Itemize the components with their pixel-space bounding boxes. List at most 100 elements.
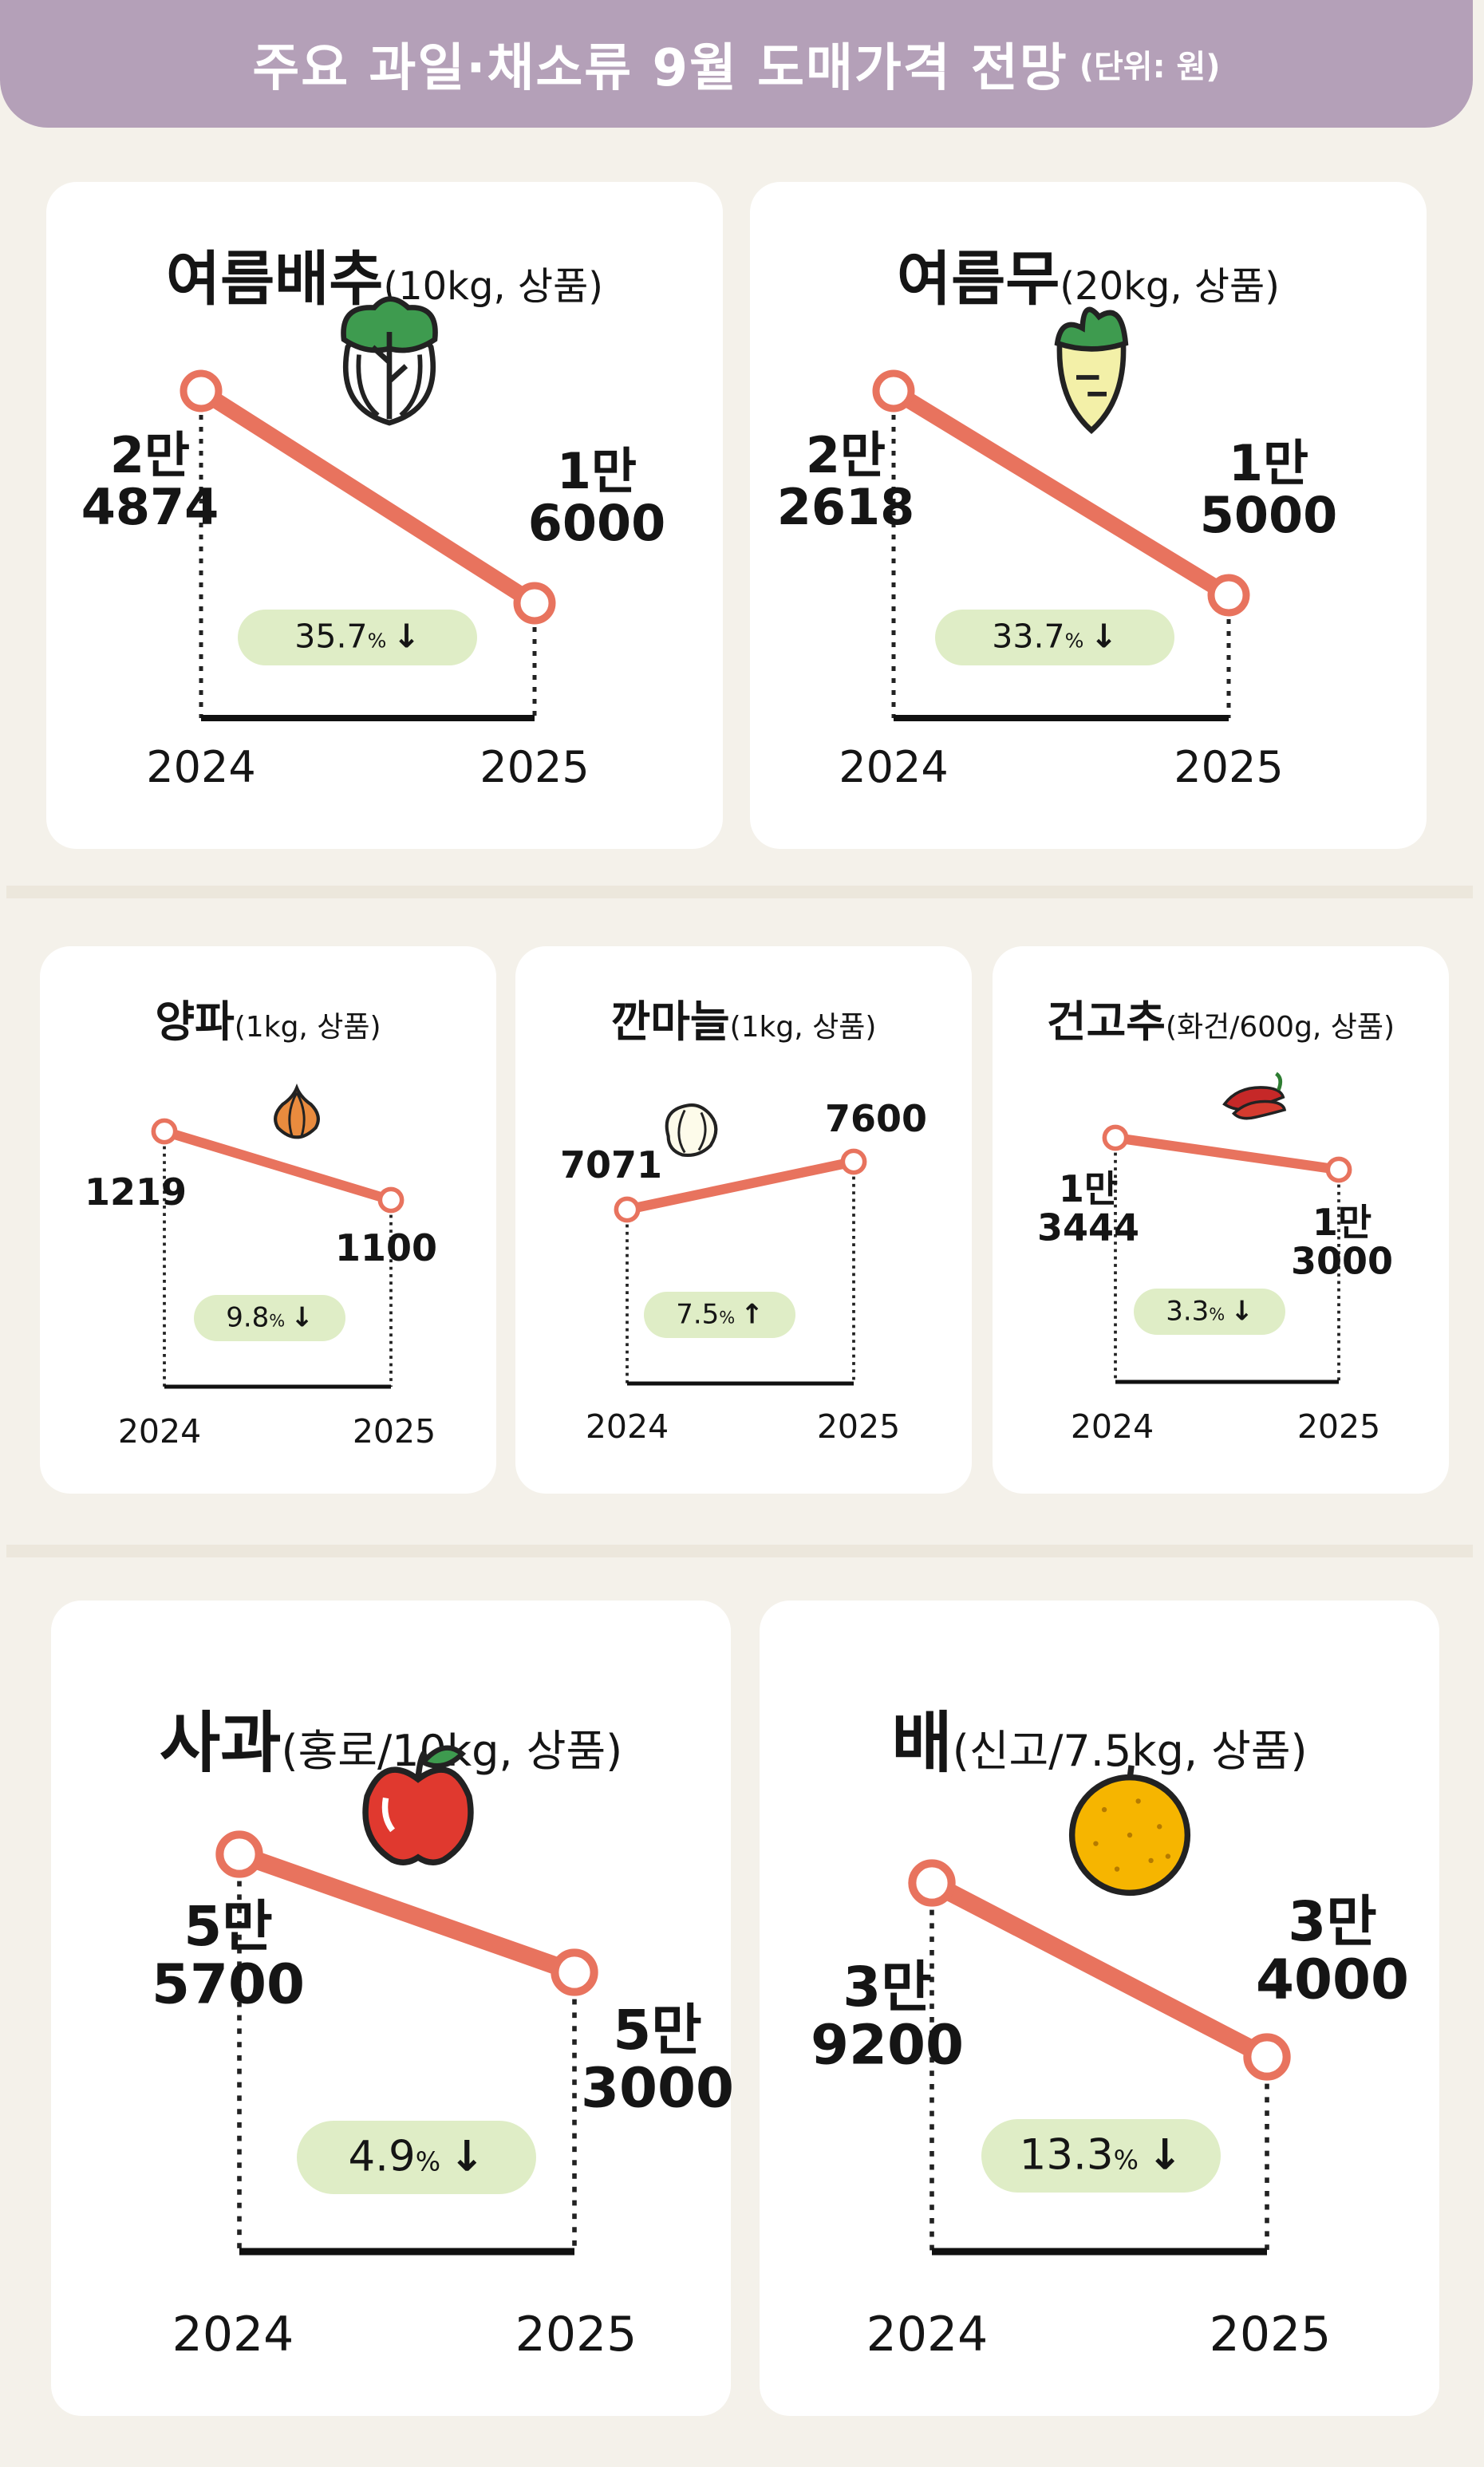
series-line: [159, 1126, 397, 1206]
change-text: 7.5% ↑: [676, 1298, 764, 1330]
series-line: [622, 1156, 859, 1215]
change-badge: [644, 1292, 795, 1338]
x-tick-label: 2024: [1071, 1407, 1154, 1446]
change-text: 13.3% ↓: [1020, 2131, 1183, 2180]
data-point-2024: [215, 1830, 263, 1878]
data-point-2024: [180, 369, 223, 412]
chart-title-name: 여름무: [897, 245, 1060, 314]
value-label-2025: 7600: [825, 1097, 927, 1140]
value-label-2025: 1만 5000: [1200, 434, 1338, 544]
chart-title-spec: (10kg, 상품): [383, 264, 603, 309]
series-line: [922, 1873, 1277, 2066]
x-tick-label: 2024: [118, 1412, 201, 1451]
chart-title-name: 건고추: [1046, 997, 1166, 1048]
change-badge: [981, 2119, 1221, 2193]
unit-label: (단위: 원): [1079, 49, 1221, 85]
x-tick-label: 2024: [146, 742, 255, 792]
x-tick-label: 2025: [1297, 1407, 1380, 1446]
chart-title: 여름무(20kg, 상품): [750, 231, 1427, 317]
data-point-2025: [1243, 2033, 1291, 2081]
series-line: [230, 1845, 584, 1982]
chart-plot: 7071 7600 7.5% ↑ 2024 2025: [560, 1097, 927, 1446]
value-label-2024: 7071: [560, 1143, 662, 1186]
data-point-2024: [872, 369, 915, 412]
napa-cabbage-icon: [341, 296, 438, 426]
x-tick-label: 2024: [172, 2307, 294, 2362]
chart-card: 사과(홍로/10kg, 상품) 5만 5700 5만 3000 4.9% ↓ 2024 2025: [51, 1601, 734, 2416]
series-line: [193, 383, 543, 611]
x-tick-label: 2024: [586, 1407, 669, 1446]
value-label-2025: 1100: [335, 1226, 437, 1269]
chart-title: 깐마늘(1kg, 상품): [515, 986, 972, 1049]
chart-card: 양파(1kg, 상품) 1219 1100 9.8% ↓ 2024 2025: [40, 946, 496, 1494]
chart-title-name: 여름배추: [166, 245, 384, 314]
change-text: 4.9% ↓: [348, 2133, 484, 2181]
radish-icon: [1054, 306, 1129, 434]
series-line: [1110, 1132, 1344, 1175]
data-point-2024: [908, 1859, 956, 1907]
value-label-2024: 1219: [85, 1170, 187, 1214]
x-tick-label: 2025: [480, 742, 589, 792]
chart-title-name: 배: [891, 1704, 953, 1782]
header-banner: 주요 과일·채소류 9월 도매가격 전망 (단위: 원): [0, 0, 1473, 128]
chart-plot: 2만 2618 1만 5000 33.7% ↓ 2024 2025: [777, 306, 1338, 792]
chart-title-spec: (화건/600g, 상품): [1165, 1011, 1395, 1044]
chart-plot: 3만 9200 3만 4000 13.3% ↓ 2024 2025: [811, 1765, 1409, 2362]
pear-icon: [1068, 1765, 1191, 1897]
chart-title-name: 양파: [155, 997, 235, 1048]
chart-plot: 5만 5700 5만 3000 4.9% ↓ 2024 2025: [152, 1745, 734, 2362]
chart-title-name: 사과: [159, 1704, 282, 1782]
x-tick-label: 2025: [1174, 742, 1283, 792]
x-tick-label: 2024: [866, 2307, 989, 2362]
value-label-2025: 1만 6000: [528, 442, 666, 552]
value-label-2025: 5만 3000: [581, 1999, 734, 2120]
value-label-2024: 5만 5700: [152, 1895, 305, 2016]
chart-plot: 2만 4874 1만 6000 35.7% ↓ 2024 2025: [81, 296, 666, 792]
x-tick-label: 2024: [839, 742, 948, 792]
x-tick-label: 2025: [1210, 2307, 1332, 2362]
change-text: 3.3% ↓: [1166, 1295, 1253, 1327]
page-title: 주요 과일·채소류 9월 도매가격 전망: [252, 39, 1068, 98]
chart-card: 여름배추(10kg, 상품) 2만 4874 1만 6000 35.7% ↓ 2024 2025: [46, 182, 723, 849]
change-badge: [194, 1295, 345, 1341]
change-text: 33.7% ↓: [992, 618, 1117, 656]
value-label-2024: 3만 9200: [811, 1956, 964, 2077]
chart-card: 깐마늘(1kg, 상품) 7071 7600 7.5% ↑ 2024 2025: [515, 946, 972, 1494]
chart-plot: 1만 3444 1만 3000 3.3% ↓ 2024 2025: [1037, 1072, 1393, 1446]
chart-title-spec: (20kg, 상품): [1060, 264, 1280, 309]
value-label-2024: 1만 3444: [1037, 1167, 1139, 1249]
chart-title-spec: (1kg, 상품): [234, 1011, 381, 1044]
x-tick-label: 2025: [353, 1412, 436, 1451]
data-point-2024: [151, 1118, 178, 1145]
chart-plot: 1219 1100 9.8% ↓ 2024 2025: [85, 1083, 437, 1451]
data-point-2025: [840, 1148, 867, 1175]
chart-title: 건고추(화건/600g, 상품): [993, 986, 1449, 1049]
data-point-2025: [377, 1186, 405, 1214]
onion-icon: [274, 1083, 320, 1139]
chart-title-name: 깐마늘: [610, 997, 730, 1048]
chart-title: 여름배추(10kg, 상품): [46, 231, 723, 317]
apple-icon: [362, 1745, 474, 1865]
x-tick-label: 2025: [515, 2307, 637, 2362]
change-text: 35.7% ↓: [294, 618, 420, 656]
change-badge: [935, 610, 1174, 665]
data-point-2024: [1102, 1124, 1129, 1151]
change-badge: [1134, 1289, 1285, 1335]
value-label-2024: 2만 2618: [777, 426, 915, 536]
chart-card: 여름무(20kg, 상품) 2만 2618 1만 5000 33.7% ↓ 2024 2025: [750, 182, 1427, 849]
garlic-icon: [665, 1103, 718, 1157]
chart-card: 건고추(화건/600g, 상품) 1만 3444 1만 3000 3.3% ↓ 2024 202…: [993, 946, 1449, 1494]
change-badge: [297, 2121, 536, 2194]
chart-card: 배(신고/7.5kg, 상품) 3만 9200 3만 4000 13.3% ↓ 2024 202…: [760, 1601, 1439, 2416]
value-label-2025: 3만 4000: [1256, 1890, 1409, 2011]
chart-title: 양파(1kg, 상품): [40, 986, 496, 1049]
red-pepper-icon: [1222, 1072, 1287, 1120]
data-point-2025: [551, 1948, 598, 1996]
change-badge: [238, 610, 477, 665]
change-text: 9.8% ↓: [226, 1301, 314, 1333]
data-point-2025: [1207, 574, 1250, 617]
value-label-2025: 1만 3000: [1291, 1201, 1393, 1282]
chart-title-spec: (1kg, 상품): [729, 1011, 877, 1044]
data-point-2025: [513, 582, 556, 625]
series-line: [886, 383, 1237, 603]
